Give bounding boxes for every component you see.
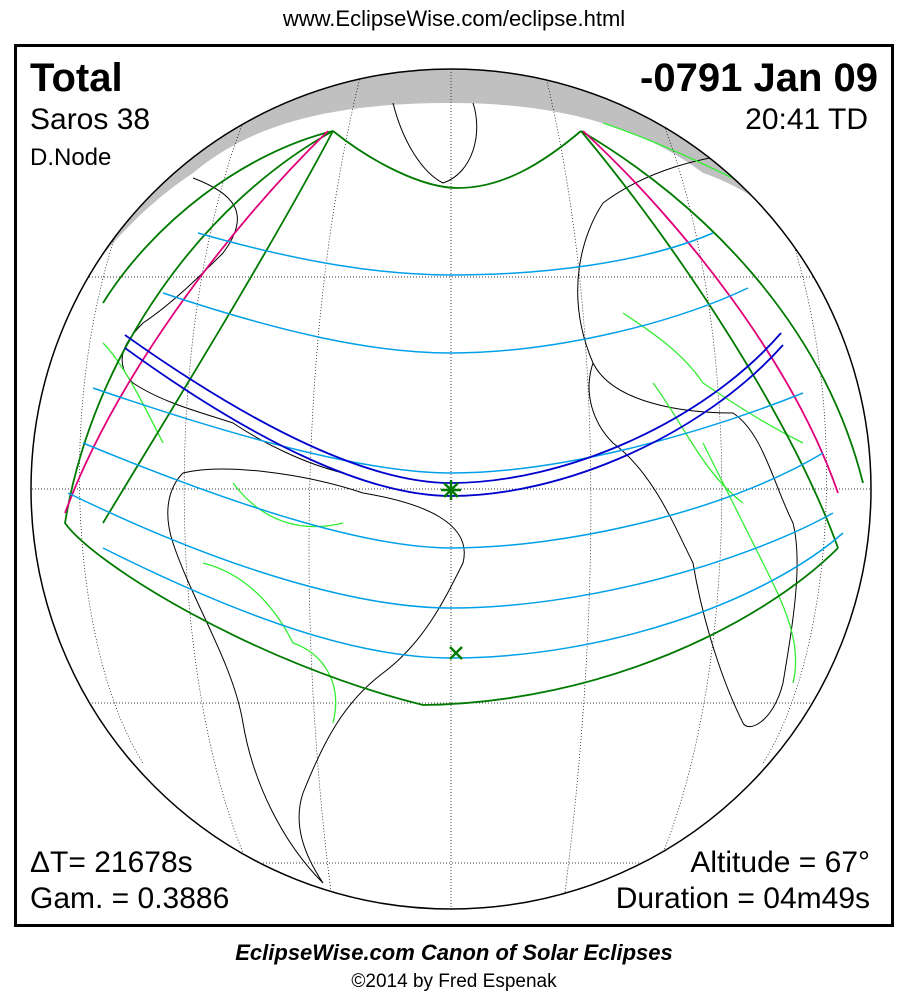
rise-set-curves — [64, 130, 839, 514]
greatest-eclipse-star-icon — [441, 480, 461, 500]
globe-map — [30, 68, 872, 910]
saros-number: Saros 38 — [30, 103, 151, 136]
footer-copyright: ©2014 by Fred Espenak — [351, 971, 557, 992]
source-url: www.EclipseWise.com/eclipse.html — [282, 6, 626, 31]
eclipse-date: -0791 Jan 09 — [640, 56, 878, 100]
footer-title: EclipseWise.com Canon of Solar Eclipses — [235, 940, 673, 965]
eclipse-limits — [64, 130, 864, 706]
gamma: Gam. = 0.3886 — [30, 882, 230, 915]
altitude: Altitude = 67° — [690, 846, 870, 879]
eclipse-type: Total — [30, 56, 123, 100]
night-region — [31, 69, 871, 333]
duration: Duration = 04m49s — [615, 882, 870, 915]
eclipse-map-frame — [14, 44, 894, 927]
sub-solar-x-icon — [449, 646, 463, 660]
graticule — [31, 69, 871, 909]
delta-t: ΔT= 21678s — [30, 846, 193, 879]
globe-limb — [30, 68, 872, 910]
node-label: D.Node — [30, 144, 112, 171]
eclipse-time: 20:41 TD — [745, 103, 868, 136]
